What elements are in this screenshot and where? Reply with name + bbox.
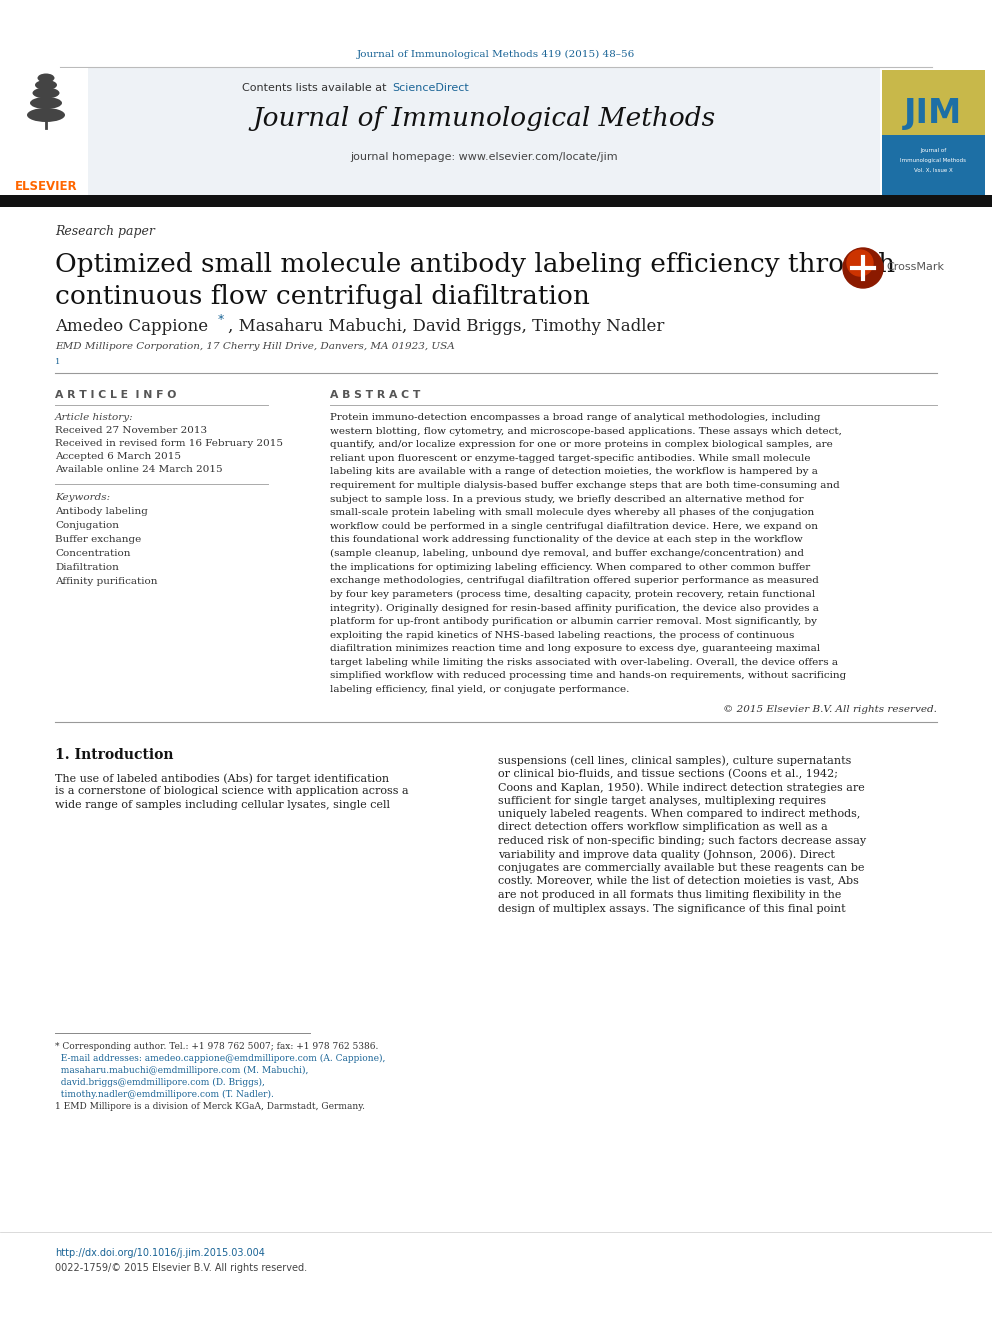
Text: E-mail addresses: amedeo.cappione@emdmillipore.com (A. Cappione),: E-mail addresses: amedeo.cappione@emdmil… (55, 1054, 385, 1064)
Circle shape (843, 247, 883, 288)
Text: exploiting the rapid kinetics of NHS-based labeling reactions, the process of co: exploiting the rapid kinetics of NHS-bas… (330, 631, 795, 639)
Text: subject to sample loss. In a previous study, we briefly described an alternative: subject to sample loss. In a previous st… (330, 495, 804, 504)
Text: Amedeo Cappione: Amedeo Cappione (55, 318, 208, 335)
Ellipse shape (35, 79, 57, 90)
Text: requirement for multiple dialysis-based buffer exchange steps that are both time: requirement for multiple dialysis-based … (330, 482, 840, 490)
Text: conjugates are commercially available but these reagents can be: conjugates are commercially available bu… (498, 863, 864, 873)
Text: 1 EMD Millipore is a division of Merck KGaA, Darmstadt, Germany.: 1 EMD Millipore is a division of Merck K… (55, 1102, 365, 1111)
Text: Research paper: Research paper (55, 225, 155, 238)
Text: is a cornerstone of biological science with application across a: is a cornerstone of biological science w… (55, 786, 409, 796)
Text: Journal of: Journal of (920, 148, 946, 153)
Text: diafiltration minimizes reaction time and long exposure to excess dye, guarantee: diafiltration minimizes reaction time an… (330, 644, 820, 654)
Text: Affinity purification: Affinity purification (55, 577, 158, 586)
Text: Contents lists available at: Contents lists available at (242, 83, 390, 93)
Text: Vol. X, Issue X: Vol. X, Issue X (914, 168, 952, 173)
Text: JIM: JIM (904, 97, 962, 130)
Text: western blotting, flow cytometry, and microscope-based applications. These assay: western blotting, flow cytometry, and mi… (330, 426, 842, 435)
Text: EMD Millipore Corporation, 17 Cherry Hill Drive, Danvers, MA 01923, USA: EMD Millipore Corporation, 17 Cherry Hil… (55, 343, 454, 351)
Text: this foundational work addressing functionality of the device at each step in th: this foundational work addressing functi… (330, 536, 803, 544)
Text: Accepted 6 March 2015: Accepted 6 March 2015 (55, 452, 181, 460)
Text: * Corresponding author. Tel.: +1 978 762 5007; fax: +1 978 762 5386.: * Corresponding author. Tel.: +1 978 762… (55, 1043, 378, 1050)
Text: Received 27 November 2013: Received 27 November 2013 (55, 426, 207, 435)
Text: ScienceDirect: ScienceDirect (392, 83, 469, 93)
Ellipse shape (27, 108, 65, 122)
Text: wide range of samples including cellular lysates, single cell: wide range of samples including cellular… (55, 800, 390, 810)
Text: uniquely labeled reagents. When compared to indirect methods,: uniquely labeled reagents. When compared… (498, 808, 860, 819)
Bar (0, 194, 992, 206)
Text: Conjugation: Conjugation (55, 521, 119, 531)
Bar (882, 70, 985, 197)
Text: journal homepage: www.elsevier.com/locate/jim: journal homepage: www.elsevier.com/locat… (350, 152, 618, 161)
Text: Concentration: Concentration (55, 549, 131, 558)
Text: Antibody labeling: Antibody labeling (55, 507, 148, 516)
Text: integrity). Originally designed for resin-based affinity purification, the devic: integrity). Originally designed for resi… (330, 603, 818, 613)
Text: quantify, and/or localize expression for one or more proteins in complex biologi: quantify, and/or localize expression for… (330, 441, 832, 450)
Text: platform for up-front antibody purification or albumin carrier removal. Most sig: platform for up-front antibody purificat… (330, 617, 817, 626)
Text: Available online 24 March 2015: Available online 24 March 2015 (55, 464, 222, 474)
Text: , Masaharu Mabuchi, David Briggs, Timothy Nadler: , Masaharu Mabuchi, David Briggs, Timoth… (228, 318, 665, 335)
Text: by four key parameters (process time, desalting capacity, protein recovery, reta: by four key parameters (process time, de… (330, 590, 815, 599)
Bar (5, 67, 88, 197)
Text: Keywords:: Keywords: (55, 493, 110, 501)
Text: Immunological Methods: Immunological Methods (900, 157, 966, 163)
Text: masaharu.mabuchi@emdmillipore.com (M. Mabuchi),: masaharu.mabuchi@emdmillipore.com (M. Ma… (55, 1066, 309, 1076)
Text: direct detection offers workflow simplification as well as a: direct detection offers workflow simplif… (498, 823, 827, 832)
Text: http://dx.doi.org/10.1016/j.jim.2015.03.004: http://dx.doi.org/10.1016/j.jim.2015.03.… (55, 1248, 265, 1258)
Text: (sample cleanup, labeling, unbound dye removal, and buffer exchange/concentratio: (sample cleanup, labeling, unbound dye r… (330, 549, 804, 558)
Text: © 2015 Elsevier B.V. All rights reserved.: © 2015 Elsevier B.V. All rights reserved… (723, 705, 937, 714)
Text: ELSEVIER: ELSEVIER (15, 180, 77, 193)
Ellipse shape (33, 87, 60, 98)
Text: small-scale protein labeling with small molecule dyes whereby all phases of the : small-scale protein labeling with small … (330, 508, 814, 517)
Text: Journal of Immunological Methods 419 (2015) 48–56: Journal of Immunological Methods 419 (20… (357, 50, 635, 60)
Text: reliant upon fluorescent or enzyme-tagged target-specific antibodies. While smal: reliant upon fluorescent or enzyme-tagge… (330, 454, 810, 463)
Text: labeling efficiency, final yield, or conjugate performance.: labeling efficiency, final yield, or con… (330, 685, 629, 695)
Circle shape (847, 250, 873, 277)
Text: target labeling while limiting the risks associated with over-labeling. Overall,: target labeling while limiting the risks… (330, 658, 838, 667)
Text: workflow could be performed in a single centrifugal diafiltration device. Here, : workflow could be performed in a single … (330, 521, 818, 531)
Text: 1: 1 (55, 359, 61, 366)
Text: 1. Introduction: 1. Introduction (55, 747, 174, 762)
Text: Diafiltration: Diafiltration (55, 564, 119, 572)
Text: the implications for optimizing labeling efficiency. When compared to other comm: the implications for optimizing labeling… (330, 562, 810, 572)
Text: A R T I C L E  I N F O: A R T I C L E I N F O (55, 390, 177, 400)
Ellipse shape (38, 74, 55, 82)
Text: variability and improve data quality (Johnson, 2006). Direct: variability and improve data quality (Jo… (498, 849, 835, 860)
Text: labeling kits are available with a range of detection moieties, the workflow is : labeling kits are available with a range… (330, 467, 817, 476)
Text: timothy.nadler@emdmillipore.com (T. Nadler).: timothy.nadler@emdmillipore.com (T. Nadl… (55, 1090, 274, 1099)
Text: Protein immuno-detection encompasses a broad range of analytical methodologies, : Protein immuno-detection encompasses a b… (330, 413, 820, 422)
Bar (88, 67, 880, 194)
Text: Buffer exchange: Buffer exchange (55, 534, 141, 544)
Text: CrossMark: CrossMark (886, 262, 944, 273)
Text: david.briggs@emdmillipore.com (D. Briggs),: david.briggs@emdmillipore.com (D. Briggs… (55, 1078, 265, 1088)
Text: exchange methodologies, centrifugal diafiltration offered superior performance a: exchange methodologies, centrifugal diaf… (330, 577, 818, 585)
Text: Optimized small molecule antibody labeling efficiency through: Optimized small molecule antibody labeli… (55, 251, 895, 277)
Text: are not produced in all formats thus limiting flexibility in the: are not produced in all formats thus lim… (498, 890, 841, 900)
Text: simplified workflow with reduced processing time and hands-on requirements, with: simplified workflow with reduced process… (330, 671, 846, 680)
Text: or clinical bio-fluids, and tissue sections (Coons et al., 1942;: or clinical bio-fluids, and tissue secti… (498, 769, 838, 779)
Ellipse shape (30, 97, 62, 108)
Text: A B S T R A C T: A B S T R A C T (330, 390, 421, 400)
Text: Coons and Kaplan, 1950). While indirect detection strategies are: Coons and Kaplan, 1950). While indirect … (498, 782, 865, 792)
Text: *: * (218, 314, 224, 325)
Bar (882, 70, 985, 135)
Text: Article history:: Article history: (55, 413, 134, 422)
Text: costly. Moreover, while the list of detection moieties is vast, Abs: costly. Moreover, while the list of dete… (498, 877, 859, 886)
Text: continuous flow centrifugal diafiltration: continuous flow centrifugal diafiltratio… (55, 284, 590, 310)
Text: sufficient for single target analyses, multiplexing requires: sufficient for single target analyses, m… (498, 795, 826, 806)
Text: design of multiplex assays. The significance of this final point: design of multiplex assays. The signific… (498, 904, 845, 913)
Text: Journal of Immunological Methods: Journal of Immunological Methods (252, 106, 715, 131)
Text: Received in revised form 16 February 2015: Received in revised form 16 February 201… (55, 439, 283, 448)
Text: reduced risk of non-specific binding; such factors decrease assay: reduced risk of non-specific binding; su… (498, 836, 866, 845)
Text: The use of labeled antibodies (Abs) for target identification: The use of labeled antibodies (Abs) for … (55, 773, 389, 783)
Text: suspensions (cell lines, clinical samples), culture supernatants: suspensions (cell lines, clinical sample… (498, 755, 851, 766)
Text: 0022-1759/© 2015 Elsevier B.V. All rights reserved.: 0022-1759/© 2015 Elsevier B.V. All right… (55, 1263, 308, 1273)
